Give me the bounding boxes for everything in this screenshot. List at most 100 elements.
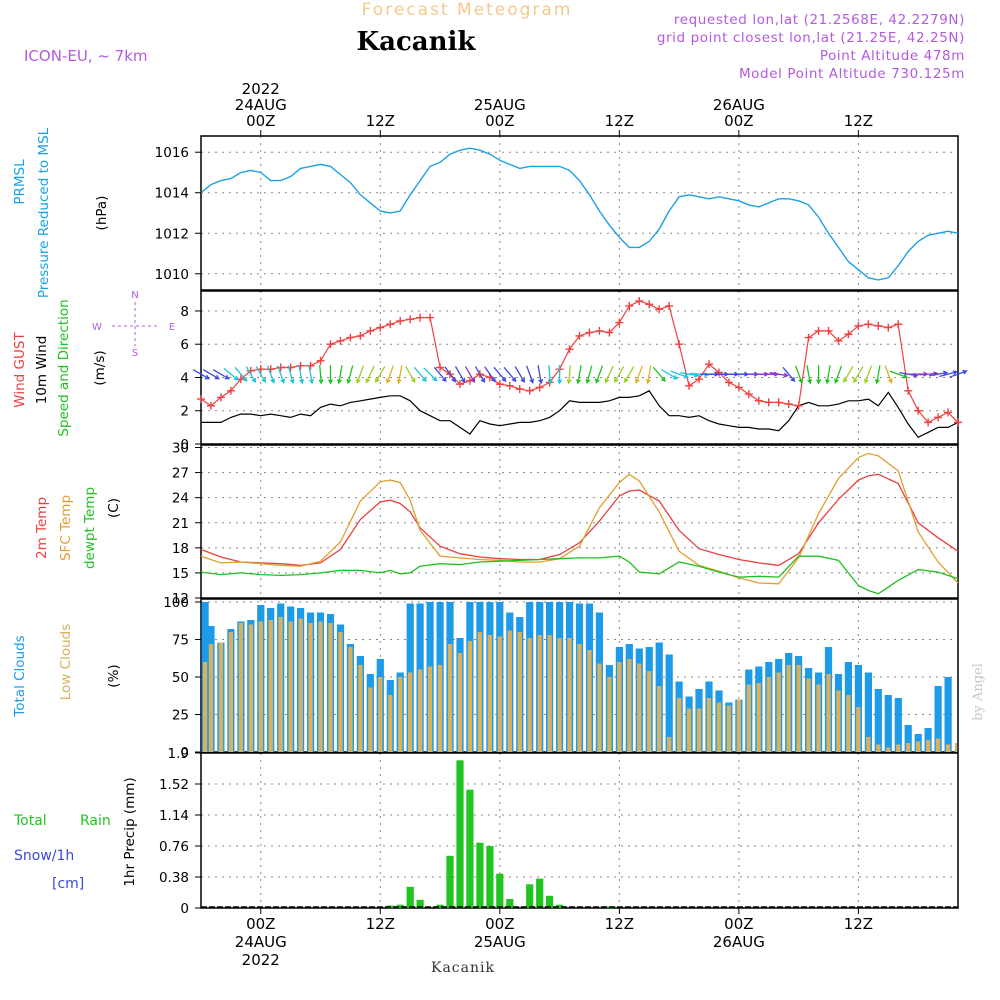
bottom-time-label: 12Z — [844, 915, 873, 933]
gust-marker — [615, 318, 624, 327]
low-cloud-bar — [378, 677, 383, 752]
gust-marker — [695, 375, 704, 384]
temp-2m-line — [200, 473, 959, 567]
low-cloud-bar — [945, 744, 951, 752]
gust-marker — [635, 296, 644, 305]
top-time-label: 2022 — [242, 80, 280, 98]
wind-arrow — [413, 366, 427, 383]
dewpoint-label: dewpt Temp — [82, 487, 98, 569]
pressure-y-tick-label: 1010 — [155, 267, 189, 283]
rain-bar — [496, 873, 504, 908]
pressure-label-2: Pressure Reduced to MSL — [36, 127, 52, 298]
pressure-labels: PRMSL Pressure Reduced to MSL (hPa) — [12, 127, 110, 298]
total-cloud-bar — [894, 698, 902, 752]
low-cloud-bar — [318, 621, 323, 752]
temperature-panel — [200, 452, 959, 595]
low-cloud-bar — [846, 695, 851, 752]
compass-e: E — [169, 322, 175, 333]
point-altitude: Point Altitude 478m — [820, 48, 965, 64]
wind-y-tick-label: 6 — [180, 337, 189, 353]
low-cloud-bar — [557, 638, 562, 752]
compass-w: W — [92, 322, 102, 333]
wind-arrow — [576, 365, 582, 385]
precipitation-y-tick-label: 1.9 — [168, 746, 189, 762]
low-cloud-bar — [667, 737, 672, 752]
gust-marker — [595, 326, 604, 335]
gust-marker — [216, 393, 225, 402]
wind-arrow — [604, 365, 614, 384]
low-cloud-bar — [248, 624, 253, 752]
low-cloud-bar — [467, 641, 473, 752]
precip-panel — [201, 760, 958, 908]
low-cloud-bar — [527, 638, 532, 752]
wind-arrow — [423, 367, 438, 382]
bottom-time-label: 12Z — [605, 915, 634, 933]
temperature-y-tick-label: 21 — [172, 516, 189, 532]
gust-marker — [316, 356, 325, 365]
wind-arrow — [493, 366, 507, 383]
temperature-y-tick-label: 15 — [172, 566, 189, 582]
gust-marker — [426, 313, 435, 322]
dewpoint-line — [200, 555, 959, 595]
low-cloud-bar — [418, 669, 423, 752]
wind-arrow — [356, 365, 365, 384]
wind-arrow — [375, 366, 386, 384]
wind-y-tick-label: 8 — [180, 304, 189, 320]
clouds-y-tick-label: 0 — [180, 745, 189, 761]
low-cloud-bar — [298, 618, 303, 752]
wind-gust-markers — [197, 296, 962, 427]
wind-arrow — [234, 366, 248, 383]
wind-arrow — [484, 366, 496, 383]
temperature-y-tick-label: 27 — [172, 466, 189, 482]
wind-arrow — [794, 365, 803, 384]
temperature-y-tick-label: 24 — [172, 491, 189, 507]
gust-marker — [784, 400, 793, 409]
wind-arrow — [939, 370, 959, 378]
gust-marker — [206, 401, 215, 410]
low-cloud-bar — [328, 623, 333, 752]
gust-marker — [884, 323, 893, 332]
gust-marker — [754, 396, 763, 405]
gust-marker — [525, 386, 534, 395]
low-cloud-bar — [497, 636, 502, 752]
wind-frame — [200, 290, 959, 445]
wind-arrow — [769, 371, 789, 378]
low-cloud-bar — [398, 677, 403, 752]
low-cloud-bar — [258, 621, 263, 752]
wind-arrow — [825, 365, 831, 385]
gust-marker — [655, 305, 664, 314]
gust-marker — [804, 333, 813, 342]
clouds-y-tick-label: 100 — [163, 595, 189, 611]
low-cloud-bar — [706, 698, 712, 752]
low-cloud-bar — [208, 644, 214, 752]
low-cloud-bar — [607, 677, 612, 752]
clouds-y-tick-label: 50 — [172, 670, 189, 686]
low-cloud-bar — [507, 630, 512, 752]
temperature-y-tick-label: 18 — [172, 541, 189, 557]
wind-arrow — [874, 365, 881, 385]
temp-labels: 2m Temp SFC Temp dewpt Temp (C) — [34, 487, 122, 569]
top-time-label: 12Z — [605, 112, 634, 130]
low-cloud-bar — [202, 662, 208, 752]
location-title: Kacanik — [357, 27, 477, 57]
temp-unit: (C) — [106, 498, 122, 518]
gust-marker — [954, 418, 962, 427]
cloud-labels: Total Clouds Low Clouds (%) — [12, 624, 122, 718]
low-cloud-bar — [886, 747, 891, 752]
low-cloud-bar — [577, 644, 582, 752]
wind-arrow — [782, 366, 796, 383]
rain-bar — [536, 878, 544, 908]
low-cloud-bar — [567, 638, 572, 752]
wind-unit: (m/s) — [92, 350, 108, 385]
wind-arrow — [336, 365, 343, 385]
gust-marker — [336, 336, 345, 345]
precipitation-y-tick-label: 0.76 — [159, 839, 189, 855]
low-cloud-bar — [587, 650, 592, 752]
wind-arrow — [585, 365, 593, 385]
low-cloud-bar — [477, 632, 482, 752]
low-cloud-bar — [228, 632, 233, 752]
low-cloud-bar — [856, 707, 861, 752]
total-cloud-bar — [665, 654, 673, 752]
gust-marker — [505, 381, 514, 390]
gust-marker — [585, 328, 594, 337]
